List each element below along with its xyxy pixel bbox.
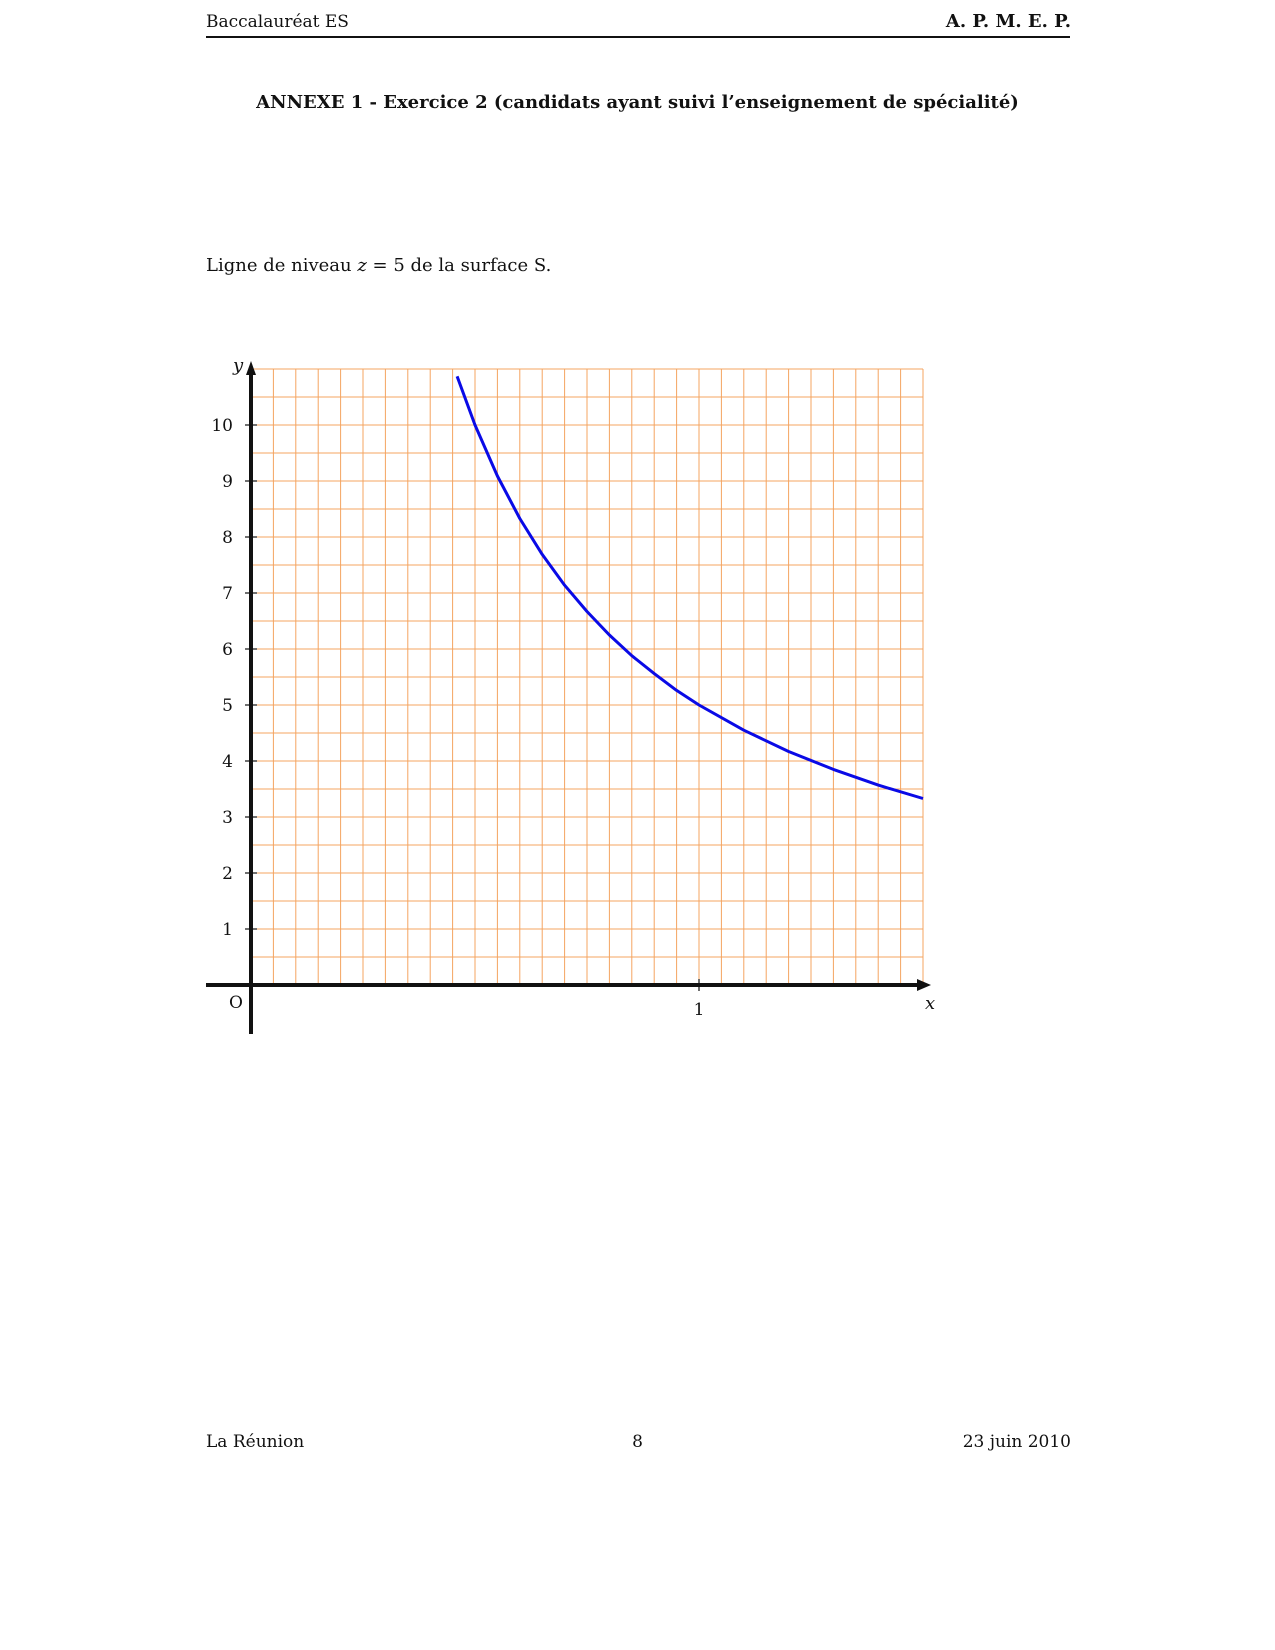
y-tick-label: 6 [222, 640, 233, 660]
annex-title: ANNEXE 1 - Exercice 2 (candidats ayant s… [256, 92, 1019, 113]
x-axis-arrow [917, 979, 931, 991]
y-tick-label: 10 [211, 416, 233, 436]
axes [206, 361, 931, 1034]
header-left: Baccalauréat ES [206, 12, 349, 32]
x-tick-label: 1 [694, 1000, 705, 1020]
footer-left: La Réunion [206, 1432, 305, 1452]
caption-after: = 5 de la surface S. [366, 255, 552, 276]
level-curve [455, 375, 924, 800]
y-tick-label: 8 [222, 528, 233, 548]
y-tick-label: 7 [222, 584, 233, 604]
header-rule [206, 36, 1070, 38]
caption: Ligne de niveau z = 5 de la surface S. [206, 255, 551, 276]
ticks: 1 2 3 4 5 6 7 8 9 10 1 [211, 416, 704, 1020]
y-tick-label: 2 [222, 864, 233, 884]
header-right: A. P. M. E. P. [945, 11, 1071, 32]
y-tick-label: 5 [222, 696, 233, 716]
footer-right: 23 juin 2010 [962, 1432, 1071, 1452]
page-number: 8 [632, 1432, 643, 1452]
y-tick-label: 1 [222, 920, 233, 940]
y-axis-arrow [246, 361, 256, 375]
y-tick-label: 4 [222, 752, 233, 772]
caption-before: Ligne de niveau [206, 255, 358, 276]
y-tick-label: 3 [222, 808, 233, 828]
caption-variable: z [357, 255, 367, 276]
origin-label: O [229, 993, 243, 1013]
x-axis-label: x [925, 993, 935, 1014]
y-axis-label: y [232, 355, 244, 376]
curve-layer [455, 375, 924, 800]
grid [250, 368, 924, 986]
y-tick-label: 9 [222, 472, 233, 492]
